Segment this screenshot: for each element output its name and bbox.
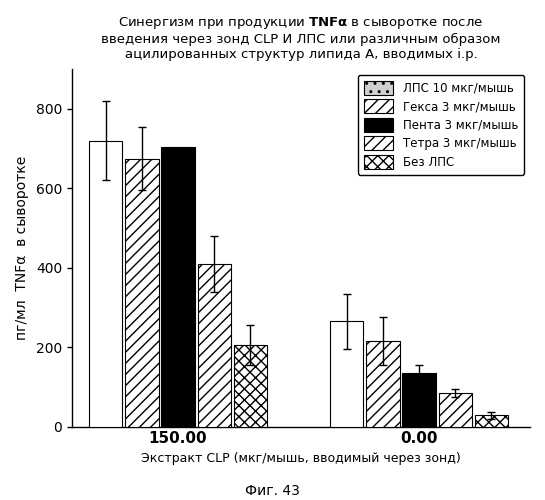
Legend: ЛПС 10 мкг/мышь, Гекса 3 мкг/мышь, Пента 3 мкг/мышь, Тетра 3 мкг/мышь, Без ЛПС: ЛПС 10 мкг/мышь, Гекса 3 мкг/мышь, Пента… — [358, 75, 524, 174]
Bar — [366, 341, 399, 426]
Bar — [198, 264, 231, 426]
Bar — [234, 345, 267, 426]
Title: Синергизм при продукции $\bf{TNF}$$\bfα$ в сыворотке после
введения через зонд C: Синергизм при продукции $\bf{TNF}$$\bfα$… — [101, 15, 501, 61]
Bar — [161, 146, 195, 426]
Text: Фиг. 43: Фиг. 43 — [245, 484, 300, 498]
X-axis label: Экстракт CLP (мкг/мышь, вводимый через зонд): Экстракт CLP (мкг/мышь, вводимый через з… — [141, 452, 461, 465]
Bar — [475, 416, 508, 426]
Bar — [125, 158, 159, 426]
Bar — [403, 373, 436, 426]
Bar — [330, 322, 364, 426]
Bar — [89, 140, 123, 426]
Bar — [439, 393, 472, 426]
Y-axis label: пг/мл  TNFα  в сыворотке: пг/мл TNFα в сыворотке — [15, 156, 29, 340]
